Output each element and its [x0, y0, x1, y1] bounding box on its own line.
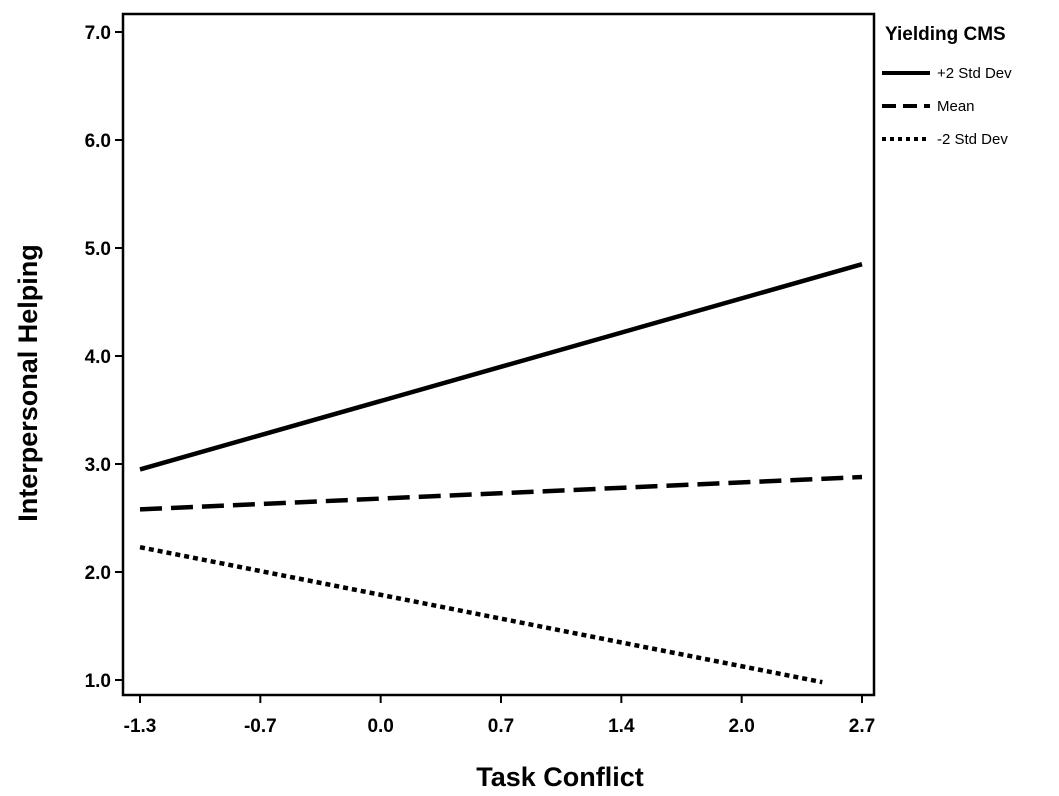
x-tick-label: 2.7	[849, 716, 875, 737]
y-tick-label: 5.0	[85, 239, 111, 260]
plot-area-frame	[121, 12, 876, 697]
legend-label: +2 Std Dev	[937, 65, 1012, 82]
series-lines	[139, 262, 863, 685]
y-tick-label: 6.0	[85, 131, 111, 152]
y-tick-label: 3.0	[85, 455, 111, 476]
x-axis-ticks: -1.3 -0.7 0.0 0.7 1.4 2.0 2.7	[124, 695, 875, 737]
legend-label: Mean	[937, 98, 975, 115]
series-line-1	[139, 262, 863, 472]
y-tick-label: 2.0	[85, 563, 111, 584]
y-tick-label: 7.0	[85, 23, 111, 44]
y-tick-label: 4.0	[85, 347, 111, 368]
x-tick-label: -0.7	[244, 716, 277, 737]
legend: Yielding CMS +2 Std Dev Mean -2 Std Dev	[882, 24, 1012, 148]
x-tick-label: 2.0	[728, 716, 754, 737]
y-axis-ticks: 1.0 2.0 3.0 4.0 5.0 6.0 7.0	[85, 23, 123, 692]
x-tick-label: 0.0	[367, 716, 393, 737]
y-tick-label: 1.0	[85, 671, 111, 692]
x-tick-label: -1.3	[124, 716, 157, 737]
y-axis-title: Interpersonal Helping	[13, 244, 43, 522]
x-axis-title: Task Conflict	[476, 762, 644, 792]
legend-label: -2 Std Dev	[937, 131, 1008, 148]
x-tick-label: 1.4	[608, 716, 635, 737]
legend-title: Yielding CMS	[885, 24, 1006, 45]
series-line-3	[139, 544, 823, 685]
x-tick-label: 0.7	[488, 716, 514, 737]
series-line-2	[139, 474, 863, 512]
